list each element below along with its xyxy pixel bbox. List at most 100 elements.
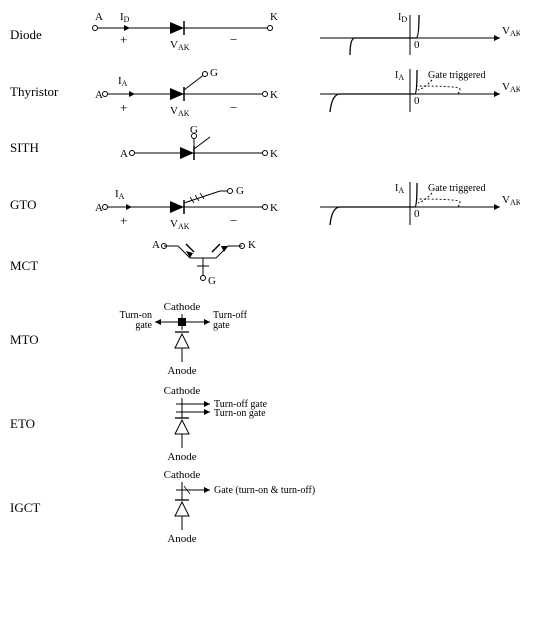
mct-symbol: A K G (70, 236, 300, 296)
minus: − (230, 213, 237, 228)
y-axis-label: IA (395, 70, 404, 82)
y-axis-label: IA (395, 183, 404, 195)
terminal-circle (93, 26, 98, 31)
current-arrow (126, 204, 132, 210)
gto-label: GTO (10, 197, 70, 213)
mct-label: MCT (10, 258, 70, 274)
anode-label: Anode (167, 365, 196, 377)
right-gate-arrow (204, 319, 210, 325)
minus: − (230, 100, 237, 115)
terminal-circle (263, 92, 268, 97)
x-axis-label: VAK (502, 194, 520, 207)
igct-label: IGCT (10, 500, 70, 516)
terminal-circle (268, 26, 273, 31)
voltage-label: VAK (170, 39, 190, 52)
terminal-circle (103, 92, 108, 97)
diode-iv-curve: ID 0 VAK (300, 10, 520, 60)
thyristor-iv-curve: IA 0 VAK Gate triggered (300, 64, 520, 119)
cathode-label: Cathode (164, 469, 201, 481)
terminal-circle (263, 151, 268, 156)
sith-row: SITH G A K (10, 123, 539, 173)
origin: 0 (414, 39, 420, 51)
diode-row: Diode A ID K + VAK − ID 0 VAK (10, 10, 539, 60)
eto-label: ETO (10, 416, 70, 432)
mos-gate (186, 244, 194, 252)
gate-label: G (236, 185, 244, 197)
reverse-curve (330, 207, 410, 225)
mto-row: MTO Cathode Turn-on gate Turn-off gate A… (10, 300, 539, 380)
mct-row: MCT A K G (10, 236, 539, 296)
eto-row: ETO Cathode Turn-off gate Turn-on gate A… (10, 384, 539, 464)
gate-triggered-label: Gate triggered (428, 183, 485, 194)
mto-triangle (175, 334, 189, 348)
term-k: K (270, 148, 278, 160)
gate-label: G (208, 275, 216, 287)
plus: + (120, 100, 127, 115)
diode-label: Diode (10, 27, 70, 43)
term-a: A (95, 11, 103, 23)
cathode-label: Cathode (164, 301, 201, 313)
forward-curve (410, 15, 419, 38)
minus: − (230, 32, 237, 47)
reverse-curve (350, 38, 410, 55)
voltage-label: VAK (170, 105, 190, 118)
g1-arrow (204, 401, 210, 407)
cathode-label: Cathode (164, 385, 201, 397)
turn-on-gate-label: Turn-on gate (214, 408, 266, 419)
forward-curve (410, 70, 417, 94)
gate-arrow (204, 487, 210, 493)
term-a: A (95, 89, 103, 101)
sith-label: SITH (10, 140, 70, 156)
gate-pointer (418, 193, 432, 203)
diode-symbol: A ID K + VAK − (70, 10, 300, 60)
gate-wire1 (194, 137, 210, 149)
x-arrow (494, 204, 500, 210)
terminal-circle (130, 151, 135, 156)
mos-gate (212, 244, 220, 252)
diode-triangle (170, 22, 184, 34)
gate-wire (184, 191, 220, 203)
eto-symbol: Cathode Turn-off gate Turn-on gate Anode (70, 384, 300, 464)
mto-symbol: Cathode Turn-on gate Turn-off gate Anode (70, 300, 300, 380)
current-arrow (129, 91, 135, 97)
current-label: IA (118, 75, 128, 88)
igct-row: IGCT Cathode Gate (turn-on & turn-off) A… (10, 468, 539, 548)
gate-slash (200, 193, 204, 199)
term-a: A (95, 202, 103, 214)
anode-label: Anode (167, 533, 196, 545)
thyristor-label: Thyristor (10, 84, 70, 100)
gate-triggered-label: Gate triggered (428, 70, 485, 81)
origin: 0 (414, 95, 420, 107)
current-label: ID (120, 11, 130, 24)
x-arrow (494, 91, 500, 97)
term-k: K (248, 239, 256, 251)
gto-iv-curve: IA 0 VAK Gate triggered (300, 177, 520, 232)
gate-terminal (192, 134, 197, 139)
origin: 0 (414, 208, 420, 220)
blocking-curve (410, 199, 460, 207)
anode-label: Anode (167, 451, 196, 463)
gto-triangle (170, 201, 184, 213)
arrow (221, 246, 228, 252)
turn-on-gate-label2: gate (135, 320, 152, 331)
terminal-circle (263, 205, 268, 210)
gate-pointer (418, 80, 432, 90)
gto-row: GTO IA A K G + VAK − IA (10, 177, 539, 232)
term-a: A (120, 148, 128, 160)
turn-off-gate-label2: gate (213, 320, 230, 331)
gate-terminal (203, 72, 208, 77)
sith-symbol: G A K (70, 123, 300, 173)
mto-label: MTO (10, 332, 70, 348)
term-a: A (152, 239, 160, 251)
gate-terminal (228, 189, 233, 194)
thyristor-symbol: IA A K G + VAK − (70, 64, 300, 119)
gate-label: Gate (turn-on & turn-off) (214, 485, 315, 496)
forward-curve (410, 183, 417, 207)
mos-symbol (178, 318, 186, 326)
term-k: K (270, 11, 278, 23)
y-axis-label: ID (398, 12, 407, 24)
igct-symbol: Cathode Gate (turn-on & turn-off) Anode (70, 468, 300, 548)
reverse-curve (330, 94, 410, 112)
term-k: K (270, 202, 278, 214)
thyristor-triangle (170, 88, 184, 100)
